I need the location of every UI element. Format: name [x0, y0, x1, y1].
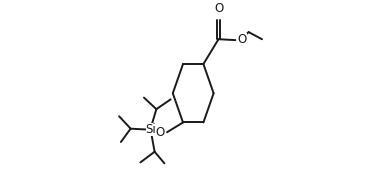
Text: O: O: [214, 2, 223, 15]
Text: O: O: [237, 33, 247, 46]
Text: O: O: [156, 126, 165, 139]
Text: Si: Si: [146, 123, 156, 136]
